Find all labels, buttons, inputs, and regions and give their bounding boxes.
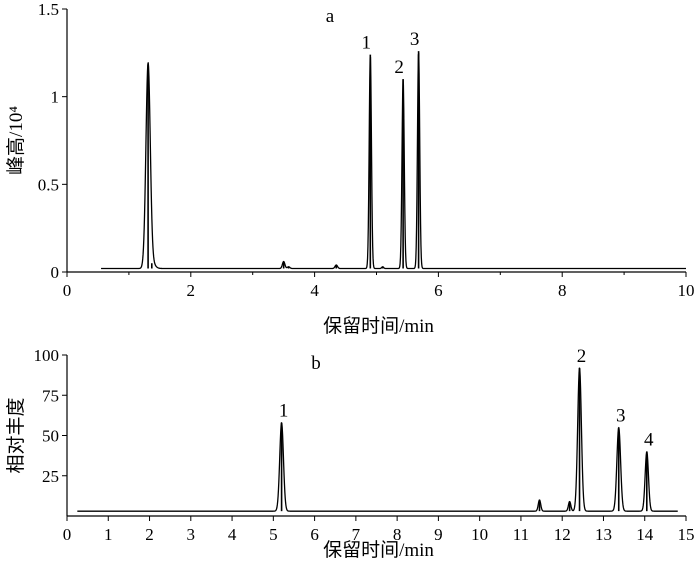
x-axis-title: 保留时间/min: [323, 315, 434, 337]
x-axis-title: 保留时间/min: [323, 539, 434, 561]
x-tick-label: 4: [310, 281, 319, 300]
peak-label: 2: [577, 346, 587, 367]
x-tick-label: 11: [513, 525, 529, 544]
peak-label: 4: [644, 430, 654, 451]
y-tick-label: 1: [51, 88, 60, 107]
peak-label: 1: [362, 33, 372, 54]
y-axis-title: 相对丰度: [5, 397, 27, 473]
y-tick-label: 0.5: [38, 175, 59, 194]
x-tick-label: 8: [558, 281, 567, 300]
x-tick-label: 2: [145, 525, 154, 544]
panel-label: b: [311, 353, 321, 374]
peak-label: 2: [394, 57, 404, 78]
y-tick-label: 100: [34, 346, 60, 365]
y-tick-label: 75: [42, 386, 59, 405]
x-tick-label: 13: [595, 525, 612, 544]
x-tick-label: 4: [228, 525, 237, 544]
y-axis-title: 峰高/10⁴: [5, 106, 27, 175]
x-tick-label: 10: [678, 281, 695, 300]
x-tick-label: 6: [310, 525, 319, 544]
x-tick-label: 15: [678, 525, 695, 544]
x-tick-label: 10: [471, 525, 488, 544]
x-tick-label: 2: [187, 281, 196, 300]
peak-label: 3: [410, 29, 420, 50]
panel-label: a: [326, 6, 335, 27]
x-tick-label: 14: [636, 525, 654, 544]
chromatogram-trace: [77, 367, 679, 512]
peak-label: 3: [616, 405, 626, 426]
y-tick-label: 50: [42, 427, 59, 446]
peak-label: 1: [279, 401, 289, 422]
x-tick-label: 8: [393, 525, 402, 544]
y-tick-label: 1.5: [38, 0, 59, 19]
chromatogram-trace: [100, 52, 687, 270]
x-tick-label: 9: [434, 525, 443, 544]
x-tick-label: 5: [269, 525, 278, 544]
y-tick-label: 0: [51, 263, 60, 282]
x-tick-label: 0: [63, 525, 72, 544]
x-tick-label: 0: [63, 281, 72, 300]
y-tick-label: 25: [42, 467, 59, 486]
x-tick-label: 1: [104, 525, 113, 544]
x-tick-label: 7: [352, 525, 361, 544]
x-tick-label: 6: [434, 281, 443, 300]
x-tick-label: 3: [187, 525, 196, 544]
x-tick-label: 12: [554, 525, 571, 544]
